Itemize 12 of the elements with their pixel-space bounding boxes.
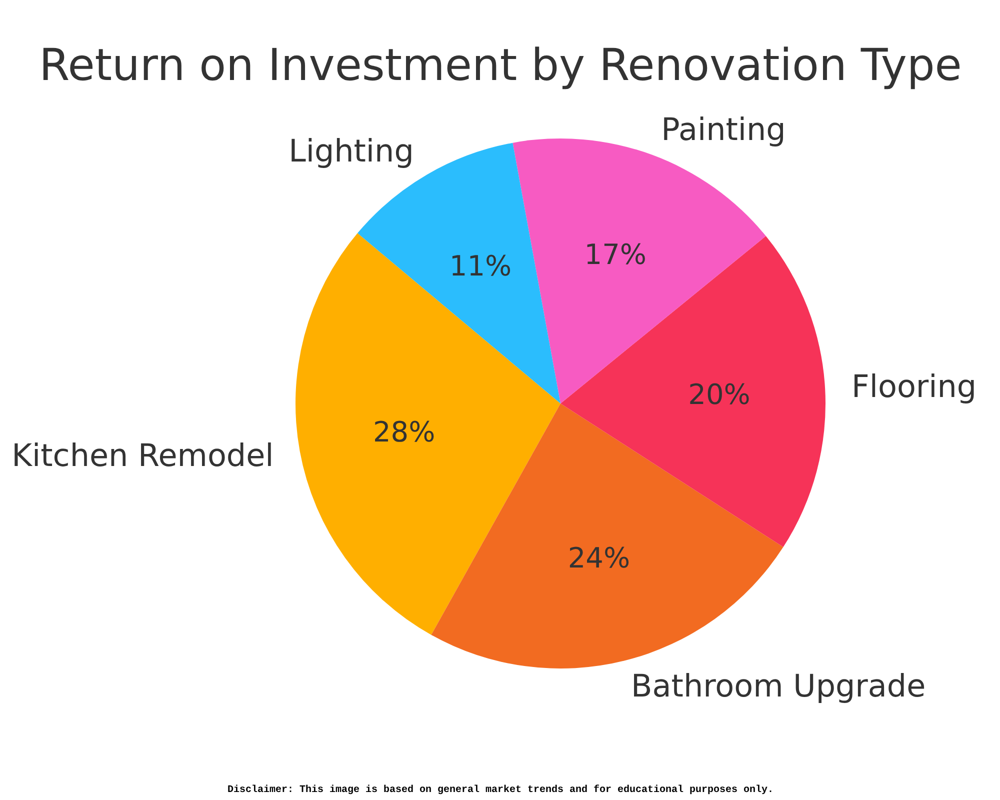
data-label: 24% xyxy=(568,541,630,574)
data-label: 11% xyxy=(449,250,512,283)
data-label: 17% xyxy=(584,238,647,271)
data-label: 20% xyxy=(688,378,750,412)
slice-label: Painting xyxy=(661,112,786,148)
slice-label: Bathroom Upgrade xyxy=(631,668,926,704)
slice-label: Kitchen Remodel xyxy=(12,438,274,474)
slice-label: Lighting xyxy=(288,134,414,170)
slice-label: Flooring xyxy=(852,369,977,406)
data-label: 28% xyxy=(372,416,436,449)
chart-title: Return on Investment by Renovation Type xyxy=(39,40,962,91)
text: Disclaimer: This image is based on general market trends and for educational purposes only. xyxy=(227,784,774,796)
